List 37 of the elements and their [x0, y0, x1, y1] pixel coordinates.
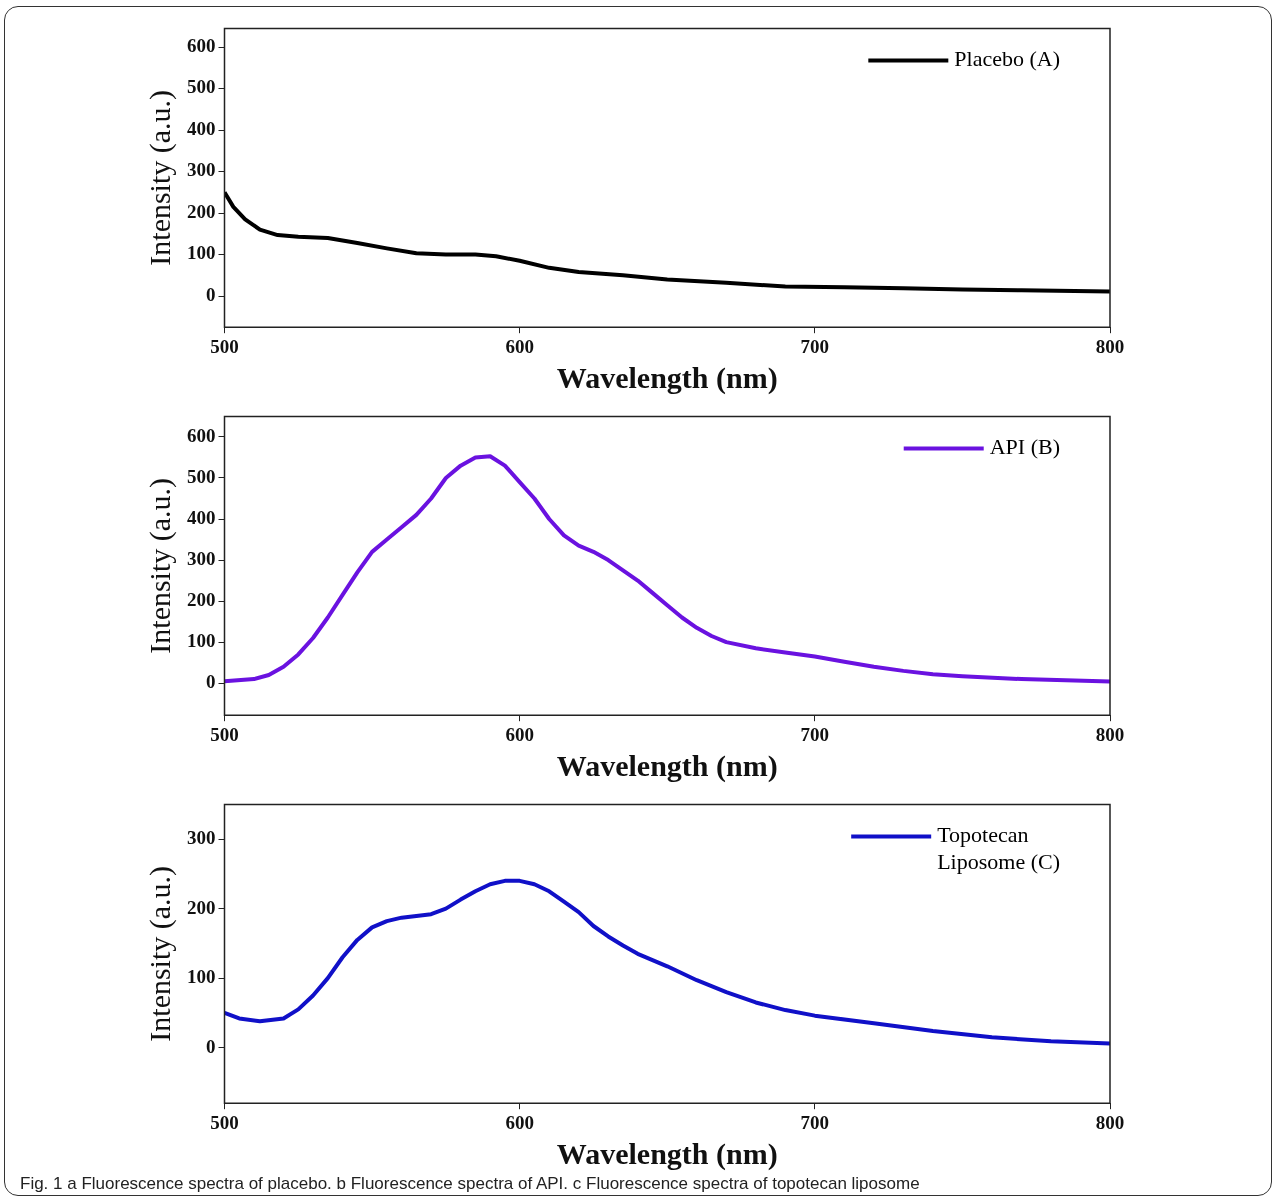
x-tick-label: 600 [505, 1111, 534, 1133]
legend-label: Placebo (A) [954, 46, 1061, 72]
x-tick-label: 700 [800, 335, 830, 357]
y-axis-title: Intensity (a.u.) [142, 477, 177, 654]
y-tick-label: 0 [206, 671, 216, 693]
y-tick-label: 100 [187, 966, 216, 988]
y-tick-label: 600 [187, 424, 216, 446]
x-axis-title: Wavelength (nm) [556, 1136, 778, 1171]
y-tick-label: 300 [187, 547, 216, 569]
y-tick-label: 300 [187, 827, 216, 849]
x-axis-title: Wavelength (nm) [556, 360, 778, 395]
x-tick-label: 600 [505, 723, 534, 745]
y-axis-title: Intensity (a.u.) [142, 865, 177, 1042]
y-tick-label: 400 [187, 506, 216, 528]
y-axis-title: Intensity (a.u.) [142, 89, 177, 266]
x-axis-title: Wavelength (nm) [556, 748, 778, 783]
legend-label: Topotecan Liposome (C) [937, 822, 1061, 875]
x-tick-label: 700 [800, 1111, 830, 1133]
y-tick-label: 200 [187, 200, 216, 222]
y-tick-label: 0 [206, 283, 216, 305]
y-tick-label: 200 [187, 589, 216, 610]
legend-label: API (B) [989, 434, 1061, 460]
y-tick-label: 500 [187, 76, 216, 98]
x-tick-label: 700 [800, 723, 830, 745]
y-tick-label: 600 [187, 34, 216, 56]
y-tick-label: 200 [187, 896, 216, 918]
y-tick-label: 100 [187, 630, 216, 652]
y-tick-label: 0 [206, 1035, 216, 1057]
y-tick-label: 500 [187, 465, 216, 487]
x-tick-label: 600 [505, 335, 534, 357]
y-tick-label: 400 [187, 117, 216, 139]
x-tick-label: 800 [1095, 335, 1125, 357]
y-tick-label: 300 [187, 159, 216, 181]
y-tick-label: 100 [187, 242, 216, 264]
caption: Fig. 1 a Fluorescence spectra of placebo. b Fluorescence spectra of API. c Fluorescence spectra of topotecan liposome [20, 1174, 920, 1194]
x-tick-label: 800 [1095, 723, 1125, 745]
x-tick-label: 800 [1095, 1111, 1125, 1133]
